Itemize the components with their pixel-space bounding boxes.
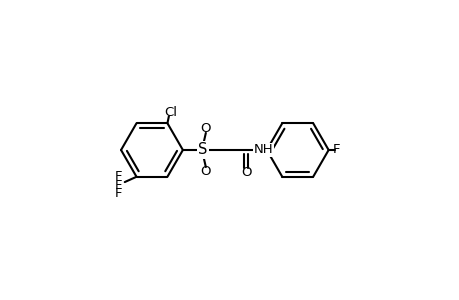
Text: F: F xyxy=(114,187,122,200)
Text: F: F xyxy=(114,170,122,183)
Text: O: O xyxy=(241,166,251,178)
Text: Cl: Cl xyxy=(163,106,177,118)
Text: O: O xyxy=(200,122,211,135)
Text: O: O xyxy=(200,165,211,178)
Text: F: F xyxy=(332,143,340,157)
Text: F: F xyxy=(114,178,122,191)
Text: NH: NH xyxy=(253,143,273,157)
Text: S: S xyxy=(198,142,207,158)
